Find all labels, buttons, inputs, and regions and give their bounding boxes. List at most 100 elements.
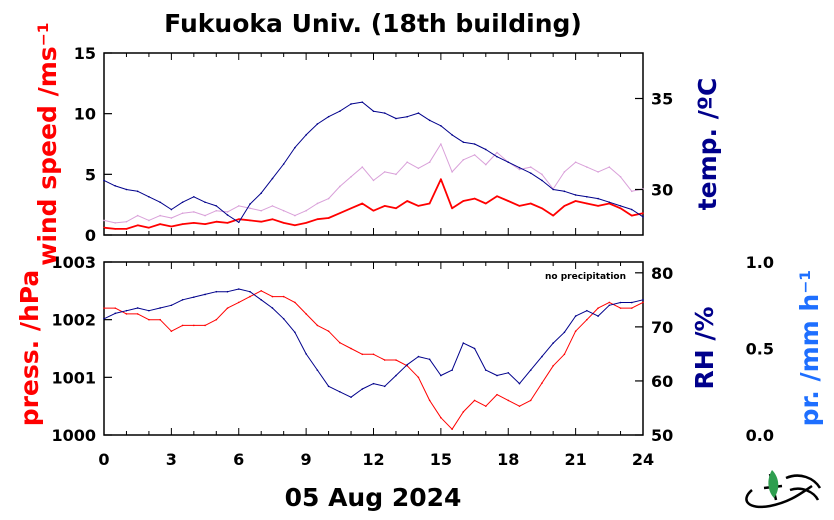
y-right2-tick-label: 0.5 [746,340,774,359]
x-tick-label: 6 [233,450,244,469]
date-label: 05 Aug 2024 [285,483,462,512]
data-point [204,223,206,225]
data-point [193,324,195,327]
data-point [125,309,128,312]
data-point [529,369,532,371]
data-point [630,301,633,304]
data-point [260,192,263,194]
data-point [215,209,218,212]
data-point [327,217,330,219]
x-tick-label: 21 [564,450,586,469]
data-point [249,203,251,205]
data-point [484,369,487,371]
data-point [417,376,420,379]
data-point [204,214,206,217]
bottom-panel-frame [103,261,644,436]
data-point [350,347,352,350]
pressure-axis-label: press. /hPa [15,270,44,427]
data-point [114,185,117,187]
data-point [440,125,442,127]
data-point [282,222,285,224]
bottom-panel: 0 3 6 9 12 15 18 21 24 1000 1001 1002 1003 50 60 70 80 0.… [51,253,774,469]
data-point [237,221,240,224]
data-point [518,405,521,407]
data-point [327,115,330,118]
data-point [586,309,588,312]
y-right-tick-label: 70 [651,318,673,337]
data-point [518,166,521,169]
data-point [350,175,352,178]
data-point [136,214,139,217]
bottom-ticks-group: 0 3 6 9 12 15 18 21 24 1000 1001 1002 1003 50 60 70 80 0.… [51,253,774,469]
data-point [260,209,263,212]
data-point [406,363,408,366]
precipitation-note: no precipitation [545,272,626,282]
data-point [406,161,408,163]
data-point [271,205,274,207]
data-point [541,179,543,182]
data-point [440,374,442,377]
data-point [552,188,554,191]
data-point [226,214,229,216]
x-tick-label: 12 [362,450,384,469]
data-point [148,309,150,312]
data-point [237,288,240,290]
data-point [586,166,588,168]
data-point [282,295,285,298]
data-point [586,202,588,205]
leaf-icon [768,470,779,498]
data-point [294,214,296,217]
data-point [372,209,375,212]
data-point [361,101,364,103]
data-point [383,112,386,114]
data-point [428,161,431,163]
bottom-series-group [103,288,644,431]
y-right-tick-label: 80 [651,264,673,283]
data-point [473,154,476,156]
data-point [496,151,498,154]
data-point [630,307,633,309]
top-panel: 0 5 10 15 30 35 [74,44,674,245]
data-point [181,223,184,225]
data-point [574,330,577,333]
data-point [406,200,408,202]
data-point [563,171,566,173]
data-point [193,195,195,198]
data-point [339,212,341,214]
data-point [608,304,611,307]
data-point [383,205,386,207]
data-point [271,307,274,309]
data-point [440,178,442,180]
data-point [136,307,139,309]
data-point [529,166,532,168]
data-point [215,205,218,207]
data-point [271,218,274,221]
data-point [608,301,611,304]
data-point [136,313,139,315]
data-point [294,331,296,334]
data-point [114,222,117,224]
data-point [282,163,285,165]
data-point [159,223,161,225]
data-point [642,212,644,214]
data-point [496,155,498,158]
data-point [451,428,453,431]
data-point [148,219,150,222]
data-point [451,171,453,173]
data-point [125,188,128,191]
data-point [597,307,599,309]
data-point [529,399,532,402]
data-point [395,173,397,176]
data-point [372,353,375,356]
data-point [563,205,566,207]
data-point [518,205,521,207]
data-point [642,216,644,218]
data-point [552,342,554,344]
data-point [608,166,611,168]
data-point [215,318,218,321]
data-point [529,172,532,174]
data-point [361,166,364,168]
data-point [507,200,510,202]
data-point [339,390,341,393]
data-point [339,110,341,113]
